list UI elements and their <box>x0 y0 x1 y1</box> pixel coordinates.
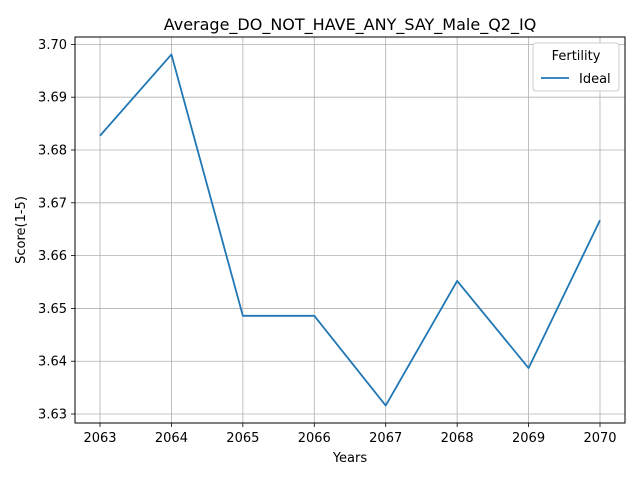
plot-frame <box>74 36 626 424</box>
series-layer <box>99 53 601 407</box>
legend-label-ideal: Ideal <box>579 72 611 87</box>
series-line-ideal <box>99 53 601 407</box>
legend-title: Fertility <box>552 49 601 64</box>
chart-title: Average_DO_NOT_HAVE_ANY_SAY_Male_Q2_IQ <box>164 15 537 35</box>
x-tick-label: 2064 <box>155 431 188 446</box>
y-axis-label: Score(1-5) <box>14 196 29 264</box>
y-tick-label: 3.68 <box>38 144 67 159</box>
y-tick-label: 3.69 <box>38 91 67 106</box>
legend-box <box>532 42 620 92</box>
y-tick-label: 3.67 <box>38 196 67 211</box>
y-tick-label: 3.63 <box>38 408 67 423</box>
y-tick-label: 3.64 <box>38 355 67 370</box>
legend: Fertility Ideal <box>532 42 620 92</box>
x-tick-label: 2063 <box>83 431 116 446</box>
x-axis-label: Years <box>332 451 368 466</box>
x-tick-label: 2065 <box>226 431 259 446</box>
y-tick-label: 3.70 <box>38 38 67 53</box>
x-tick-label: 2070 <box>583 431 616 446</box>
ticks: 2063 2064 2065 2066 2067 2068 2069 2070 3.63 3.64… <box>38 38 617 446</box>
y-tick-label: 3.66 <box>38 249 67 264</box>
x-tick-label: 2067 <box>369 431 402 446</box>
grid <box>75 37 625 423</box>
x-tick-label: 2066 <box>298 431 331 446</box>
x-tick-label: 2068 <box>441 431 474 446</box>
x-tick-label: 2069 <box>512 431 545 446</box>
y-tick-label: 3.65 <box>38 302 67 317</box>
